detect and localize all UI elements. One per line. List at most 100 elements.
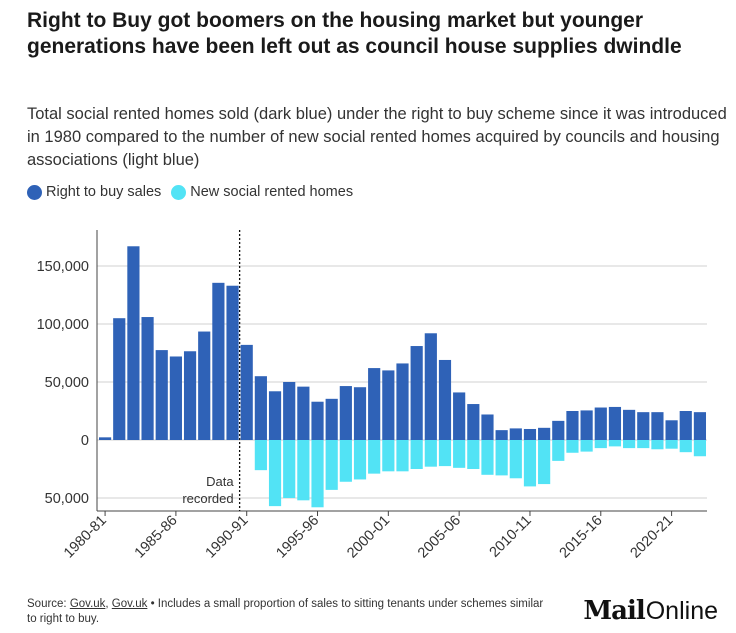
bar (382, 370, 395, 440)
logo-online: Online (645, 597, 718, 625)
bar (594, 440, 607, 449)
bar (679, 411, 692, 440)
bar (268, 391, 282, 440)
bar (113, 318, 126, 440)
x-tick-label: 1995-96 (273, 513, 322, 562)
bar (353, 387, 367, 440)
chart-title: Right to Buy got boomers on the housing … (27, 9, 682, 58)
bar (665, 440, 678, 449)
bar (396, 363, 409, 440)
legend-item-new-social: New social rented homes (171, 184, 353, 200)
bar (268, 440, 282, 507)
bar (198, 331, 211, 440)
legend-label: Right to buy sales (46, 184, 162, 200)
bar (580, 410, 593, 440)
source-prefix: Source: (27, 598, 70, 610)
x-tick-label: 1985-86 (132, 513, 181, 562)
bar (679, 440, 692, 453)
y-tick-label: 0 (81, 433, 89, 449)
bar (608, 440, 622, 447)
bar (438, 440, 452, 467)
x-tick-label: 2020-21 (627, 513, 676, 562)
bar (467, 404, 480, 440)
bar (637, 440, 650, 449)
y-tick-label: 50,000 (45, 491, 89, 507)
bar (509, 440, 522, 479)
bar (566, 411, 579, 440)
bar (240, 344, 253, 440)
bar (283, 440, 296, 498)
bar (353, 440, 367, 480)
x-tick-label: 1990-91 (203, 513, 252, 562)
x-tick-label: 2000-01 (344, 513, 393, 562)
bar (396, 440, 409, 472)
bar (580, 440, 593, 452)
bar (155, 350, 168, 440)
legend-label: New social rented homes (190, 184, 354, 200)
annotation-text: Data (206, 474, 234, 489)
x-tick-label: 2015-16 (557, 513, 606, 562)
bar (481, 440, 494, 475)
bar (495, 430, 508, 440)
bar (169, 356, 182, 440)
source-link[interactable]: Gov.uk (111, 598, 148, 610)
source-separator: , (105, 598, 112, 610)
bar (424, 333, 437, 440)
bar (254, 376, 267, 440)
source-link[interactable]: Gov.uk (69, 598, 106, 610)
bar (410, 440, 423, 469)
annotation-text: recorded (182, 491, 233, 506)
bar (509, 428, 522, 440)
bar (382, 440, 395, 472)
chart-legend: Right to buy sales New social rented hom… (27, 184, 363, 200)
y-tick-label: 100,000 (37, 317, 89, 333)
bar (325, 398, 338, 440)
bar (693, 440, 707, 457)
bar (608, 406, 622, 440)
bar (410, 346, 423, 440)
bar (212, 282, 225, 440)
x-tick-label: 2005-06 (415, 513, 464, 562)
bar-chart: 150,000 100,000 50,000 0 50,000 1980-81 1985-8… (37, 230, 707, 562)
bar (538, 440, 551, 485)
bar (623, 440, 636, 449)
bar (254, 440, 267, 471)
bar (453, 392, 466, 440)
bar (297, 386, 310, 440)
bar (566, 440, 579, 453)
legend-swatch-light-blue (171, 184, 187, 200)
chart-footer: Source: Gov.uk, Gov.uk • Includes a smal… (27, 597, 547, 627)
y-tick-label: 50,000 (45, 375, 89, 391)
bar (438, 359, 452, 440)
bar (594, 407, 607, 440)
bar (552, 440, 565, 461)
bar (311, 440, 324, 508)
bar (523, 428, 537, 440)
bar (623, 409, 636, 440)
mailonline-logo: Mail Online (583, 596, 718, 626)
bar (651, 440, 664, 450)
bar (283, 382, 296, 440)
bar (693, 412, 707, 440)
chart-subtitle: Total social rented homes sold (dark blu… (27, 105, 727, 169)
bar (297, 440, 310, 501)
bar (523, 440, 537, 487)
logo-mail: Mail (583, 596, 645, 626)
bar (651, 412, 664, 440)
bar (368, 440, 381, 474)
x-tick-label: 2010-11 (487, 513, 535, 561)
bar (481, 414, 494, 440)
bar (226, 285, 239, 440)
legend-item-right-to-buy: Right to buy sales (27, 184, 161, 200)
bar (453, 440, 466, 468)
bar (98, 437, 112, 440)
bar (467, 440, 480, 469)
bar (552, 420, 565, 440)
bar (127, 246, 140, 440)
bar (538, 427, 551, 440)
bar (339, 440, 352, 482)
bar (183, 351, 197, 440)
bar (495, 440, 508, 476)
footer-note: • Includes a small proportion of sales t… (27, 598, 544, 625)
x-tick-label: 1980-81 (61, 513, 110, 562)
